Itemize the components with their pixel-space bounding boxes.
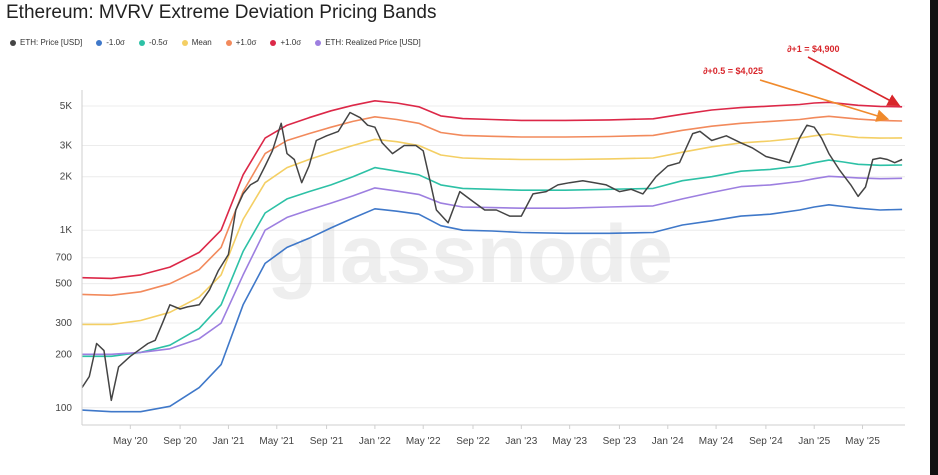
legend-label: ETH: Realized Price [USD] xyxy=(325,38,421,47)
series-layer xyxy=(81,100,903,413)
legend-swatch xyxy=(10,39,16,46)
window-edge xyxy=(930,0,938,475)
x-tick-label: Jan '24 xyxy=(652,436,684,447)
x-tick-label: May '25 xyxy=(845,436,880,447)
annotation-label: ∂+0.5 = $4,025 xyxy=(703,66,763,76)
watermark: glassnode xyxy=(267,209,673,300)
legend-item[interactable]: ETH: Price [USD] xyxy=(10,38,82,47)
legend-label: -1.0σ xyxy=(106,38,125,47)
legend-item[interactable]: -0.5σ xyxy=(138,38,168,47)
legend-label: ETH: Price [USD] xyxy=(20,38,83,47)
series-line xyxy=(81,100,903,280)
y-tick-label: 1K xyxy=(60,225,73,236)
series-line xyxy=(82,133,903,326)
x-tick-label: Jan '22 xyxy=(359,436,391,447)
legend-swatch xyxy=(138,39,145,46)
legend-label: Mean xyxy=(191,38,212,47)
y-tick-label: 200 xyxy=(55,349,72,360)
annotation-arrow xyxy=(807,56,901,107)
series-line xyxy=(82,159,903,358)
annotation-label: ∂+1 = $4,900 xyxy=(787,44,840,54)
series-line xyxy=(81,111,903,402)
x-tick-label: Sep '20 xyxy=(163,436,197,447)
watermark-layer: glassnode xyxy=(267,209,673,300)
x-tick-label: May '24 xyxy=(699,436,734,447)
x-tick-label: Jan '23 xyxy=(505,436,537,447)
x-tick-label: Sep '22 xyxy=(456,436,490,447)
y-tick-label: 300 xyxy=(55,318,72,329)
chart-grid xyxy=(82,105,905,409)
legend-item[interactable]: +1.0σ xyxy=(270,38,301,47)
legend-label: +1.0σ xyxy=(280,38,302,47)
series-line xyxy=(82,175,903,356)
legend-label: -0.5σ xyxy=(148,38,168,47)
x-tick-label: Jan '25 xyxy=(798,436,830,447)
legend-swatch xyxy=(315,39,322,46)
legend-item[interactable]: +1.0σ xyxy=(225,38,257,47)
x-tick-label: Sep '21 xyxy=(310,436,344,447)
x-tick-label: Sep '23 xyxy=(603,436,637,447)
x-tick-label: May '20 xyxy=(113,436,148,447)
legend-item[interactable]: ETH: Realized Price [USD] xyxy=(315,38,421,47)
legend-swatch xyxy=(181,39,188,46)
y-tick-label: 100 xyxy=(55,403,72,414)
series-line xyxy=(81,204,903,413)
x-tick-label: Jan '21 xyxy=(212,436,244,447)
y-tick-label: 3K xyxy=(60,140,73,151)
y-tick-label: 700 xyxy=(55,253,72,264)
annotation-arrow xyxy=(759,79,890,122)
legend-swatch xyxy=(96,39,103,46)
y-tick-label: 2K xyxy=(60,172,73,183)
annotation-layer: ∂+1 = $4,900 ∂+0.5 = $4,025 xyxy=(703,44,901,122)
x-tick-label: May '21 xyxy=(259,436,294,447)
x-tick-label: May '22 xyxy=(406,436,441,447)
y-tick-label: 5K xyxy=(60,101,73,112)
legend-swatch xyxy=(225,39,232,46)
legend-item[interactable]: -1.0σ xyxy=(96,38,125,47)
chart-title: Ethereum: MVRV Extreme Deviation Pricing… xyxy=(6,2,437,23)
legend-swatch xyxy=(270,39,277,46)
y-tick-label: 500 xyxy=(55,279,72,290)
series-line xyxy=(81,115,903,297)
legend-item[interactable]: Mean xyxy=(181,38,212,47)
x-tick-label: Sep '24 xyxy=(749,436,783,447)
x-tick-label: May '23 xyxy=(552,436,587,447)
legend-label: +1.0σ xyxy=(235,38,257,47)
axis-layer: 5K 3K 2K 1K 700 500 300 200 100 May '20 Sep '20 Jan… xyxy=(55,90,905,447)
chart-legend: ETH: Price [USD] -1.0σ -0.5σ Mean +1.0σ +1.0σ… xyxy=(10,38,421,47)
